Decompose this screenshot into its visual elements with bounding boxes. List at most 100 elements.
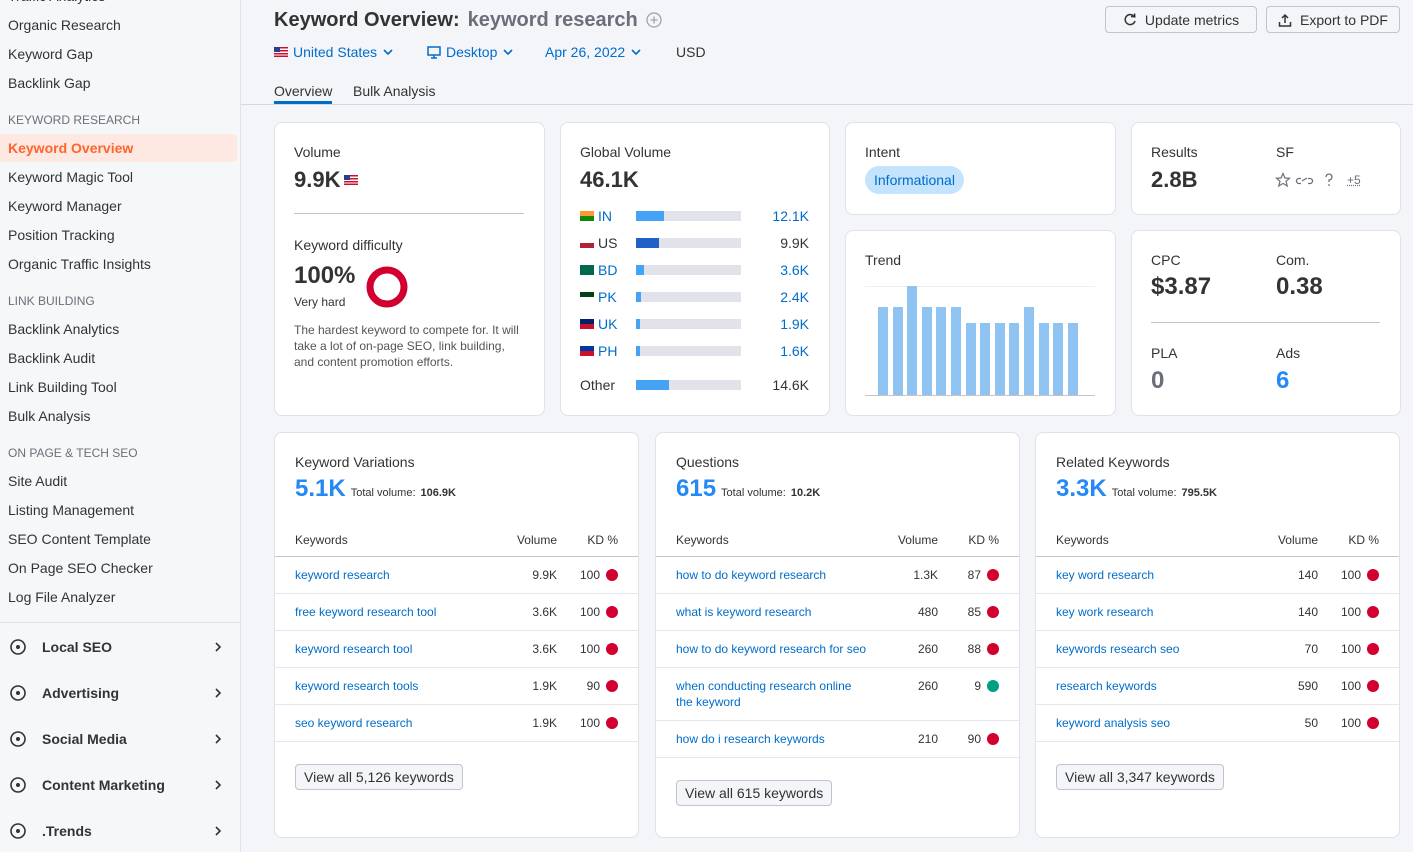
filter[interactable]: Desktop bbox=[427, 42, 514, 62]
kd-value: 87 bbox=[967, 568, 981, 582]
kd-value: 9 bbox=[974, 679, 981, 693]
nav-item[interactable]: On Page SEO Checker bbox=[8, 560, 153, 576]
nav-item[interactable]: Organic Traffic Insights bbox=[8, 256, 151, 272]
icon-shape bbox=[10, 823, 26, 839]
kd-dot bbox=[987, 733, 999, 745]
volume-bar bbox=[636, 319, 641, 329]
nav-item[interactable]: Keyword Manager bbox=[8, 198, 122, 214]
nav-group[interactable]: Local SEO bbox=[42, 639, 113, 655]
nav-item[interactable]: Bulk Analysis bbox=[8, 408, 91, 424]
keyword-link[interactable]: keyword research bbox=[295, 568, 390, 582]
view-all-button[interactable]: View all 615 keywords bbox=[676, 780, 833, 806]
cpc-value: $3.87 bbox=[1151, 273, 1212, 300]
card-label: Global Volume bbox=[580, 144, 672, 160]
keyword-link[interactable]: free keyword research tool bbox=[295, 605, 437, 619]
keyword-link[interactable]: what is keyword research bbox=[676, 605, 812, 619]
icon-shape bbox=[274, 55, 288, 57]
nav-item[interactable]: Traffic Analytics bbox=[8, 0, 105, 6]
nav-item[interactable]: Link Building Tool bbox=[8, 379, 117, 395]
volume-cell: 50 bbox=[1304, 716, 1318, 730]
kd-description: The hardest keyword to compete for. It w… bbox=[294, 323, 519, 369]
header-button[interactable]: Update metrics bbox=[1105, 6, 1257, 33]
filter[interactable]: Apr 26, 2022 bbox=[545, 42, 642, 62]
card-label: Intent bbox=[865, 144, 901, 160]
trend-bar bbox=[1009, 323, 1020, 395]
icon-shape bbox=[16, 783, 20, 787]
kd-dot bbox=[987, 643, 999, 655]
column-header: Volume bbox=[897, 533, 938, 547]
volume-bar-track bbox=[636, 346, 741, 356]
tab[interactable]: Overview bbox=[274, 83, 333, 99]
icon-shape bbox=[580, 297, 594, 302]
nav-item[interactable]: Backlink Audit bbox=[8, 350, 96, 366]
nav-group[interactable]: .Trends bbox=[42, 823, 92, 839]
country-code[interactable]: BD bbox=[598, 262, 618, 278]
kd-value: 90 bbox=[586, 679, 600, 693]
icon-shape bbox=[631, 49, 641, 56]
keyword-link[interactable]: how to do keyword research for seo bbox=[676, 642, 867, 656]
view-all-button[interactable]: View all 5,126 keywords bbox=[295, 764, 463, 790]
nav-item[interactable]: Keyword Magic Tool bbox=[8, 169, 134, 185]
kd-cell: 88 bbox=[938, 641, 999, 657]
nav-item[interactable]: Keyword Gap bbox=[8, 46, 93, 62]
nav-item[interactable]: Keyword Overview bbox=[8, 140, 134, 156]
panel-card: Keyword Variations 5.1K Total volume: 106.9… bbox=[274, 432, 639, 838]
kd-cell: 100 bbox=[557, 715, 618, 731]
keyword-link[interactable]: how do i research keywords bbox=[676, 732, 825, 746]
keyword-link[interactable]: seo keyword research bbox=[295, 716, 413, 730]
country-code[interactable]: UK bbox=[598, 316, 618, 332]
filter[interactable]: USD bbox=[676, 42, 706, 62]
kd-cell: 90 bbox=[557, 678, 618, 694]
nav-item[interactable]: Organic Research bbox=[8, 17, 121, 33]
nav-item[interactable]: Backlink Gap bbox=[8, 75, 91, 91]
header-button[interactable]: Export to PDF bbox=[1266, 6, 1400, 33]
nav-group[interactable]: Advertising bbox=[42, 685, 120, 701]
kd-cell: 9 bbox=[938, 678, 999, 694]
chevron-down bbox=[631, 49, 641, 56]
country-code[interactable]: PK bbox=[598, 289, 617, 305]
nav-item[interactable]: Log File Analyzer bbox=[8, 589, 116, 605]
keyword-link[interactable]: key word research bbox=[1056, 568, 1155, 582]
sf-more[interactable]: +5 bbox=[1347, 173, 1361, 187]
keyword-link[interactable]: keywords research seo bbox=[1056, 642, 1180, 656]
keyword-link[interactable]: research keywords bbox=[1056, 679, 1157, 693]
filter[interactable]: United States bbox=[274, 42, 394, 62]
kd-dot bbox=[1367, 606, 1379, 618]
table-row: seo keyword research 1.9K 100 bbox=[275, 705, 638, 742]
volume-bar bbox=[636, 346, 640, 356]
nav-item[interactable]: Site Audit bbox=[8, 473, 68, 489]
icon-shape bbox=[580, 216, 594, 221]
nav-active-bg bbox=[0, 134, 237, 162]
trend-baseline bbox=[865, 395, 1095, 396]
keyword-link[interactable]: keyword research tool bbox=[295, 642, 413, 656]
page-title-row: Keyword Overview: keyword research bbox=[274, 8, 662, 32]
flag bbox=[580, 211, 594, 221]
country-code[interactable]: PH bbox=[598, 343, 618, 359]
card-label: Ads bbox=[1276, 345, 1301, 361]
nav-item[interactable]: Listing Management bbox=[8, 502, 135, 518]
metric-card bbox=[1131, 230, 1401, 416]
table-row: keywords research seo 70 100 bbox=[1036, 631, 1399, 668]
nav-item[interactable]: Backlink Analytics bbox=[8, 321, 120, 337]
country-code[interactable]: IN bbox=[598, 208, 612, 224]
table-row: keyword research tool 3.6K 100 bbox=[275, 631, 638, 668]
nav-item[interactable]: SEO Content Template bbox=[8, 531, 151, 547]
trend-bar bbox=[951, 306, 961, 395]
tab[interactable]: Bulk Analysis bbox=[353, 83, 436, 99]
nav-group[interactable]: Content Marketing bbox=[42, 777, 165, 793]
keyword-link[interactable]: how to do keyword research bbox=[676, 568, 827, 582]
keyword-link[interactable]: key work research bbox=[1056, 605, 1154, 619]
nav-item[interactable]: Position Tracking bbox=[8, 227, 115, 243]
keyword-link[interactable]: keyword analysis seo bbox=[1056, 716, 1171, 730]
column-header: KD % bbox=[968, 533, 999, 547]
keyword-link[interactable]: when conducting research online the keyw… bbox=[676, 679, 852, 709]
kd-dot bbox=[606, 717, 618, 729]
card-label: Volume bbox=[294, 144, 341, 160]
nav-group[interactable]: Social Media bbox=[42, 731, 127, 747]
nav-section-title: LINK BUILDING bbox=[8, 294, 95, 308]
view-all-button[interactable]: View all 3,347 keywords bbox=[1056, 764, 1224, 790]
trend-bar bbox=[980, 323, 991, 395]
keyword-link[interactable]: keyword research tools bbox=[295, 679, 419, 693]
trend-bar bbox=[907, 286, 918, 395]
card-label: CPC bbox=[1151, 252, 1181, 268]
